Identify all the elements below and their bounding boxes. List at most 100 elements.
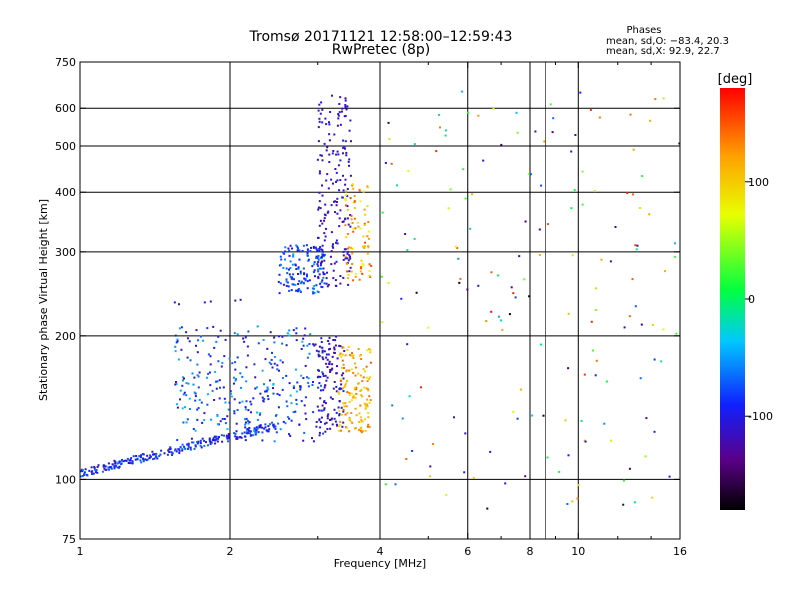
y-tick-labels: 75 100 200 300 400 500 600 750 <box>55 56 76 546</box>
data-point <box>315 349 318 352</box>
data-point <box>181 379 184 382</box>
data-point <box>154 455 157 458</box>
data-point <box>344 224 347 227</box>
data-point <box>605 380 608 383</box>
data-point <box>288 249 291 252</box>
data-point <box>290 402 293 405</box>
data-point <box>346 426 349 429</box>
data-point <box>346 195 349 197</box>
data-point <box>368 269 371 272</box>
data-point <box>349 225 352 228</box>
data-point <box>363 224 366 226</box>
data-point <box>354 396 357 399</box>
data-point <box>276 368 279 371</box>
data-point <box>349 266 352 269</box>
data-point <box>245 432 248 435</box>
data-point <box>192 428 195 430</box>
data-point <box>285 267 288 270</box>
data-point <box>566 503 569 505</box>
data-point <box>610 439 612 442</box>
data-point <box>300 348 303 350</box>
data-point <box>326 366 329 368</box>
data-point <box>324 117 327 120</box>
data-point <box>319 112 322 115</box>
data-point <box>226 428 229 431</box>
data-point <box>215 340 218 343</box>
data-point <box>274 427 277 430</box>
data-point <box>317 265 319 267</box>
data-point <box>653 430 656 433</box>
data-point <box>334 211 336 214</box>
data-point <box>311 437 313 440</box>
data-point <box>252 397 255 400</box>
data-point <box>196 442 199 445</box>
data-point <box>91 473 94 475</box>
data-point <box>351 252 354 255</box>
data-point <box>79 475 82 478</box>
data-point <box>344 183 347 186</box>
data-point <box>291 263 294 266</box>
data-point <box>497 315 500 318</box>
data-point <box>339 345 342 348</box>
data-point <box>158 455 161 458</box>
data-point <box>117 461 120 464</box>
data-point <box>336 150 339 153</box>
data-point <box>350 214 353 217</box>
data-point <box>339 275 342 277</box>
data-point <box>360 394 363 396</box>
data-point <box>284 258 286 261</box>
data-point <box>186 418 189 421</box>
data-point <box>263 383 265 386</box>
data-point <box>186 356 189 359</box>
data-point <box>201 437 204 440</box>
data-point <box>346 105 349 108</box>
data-point <box>235 378 237 381</box>
data-point <box>358 412 361 415</box>
data-point <box>234 299 237 302</box>
data-point <box>110 466 113 469</box>
data-point <box>267 398 270 401</box>
data-point <box>233 376 235 379</box>
data-point <box>360 259 363 262</box>
data-point <box>218 379 221 382</box>
data-point <box>337 113 340 115</box>
data-point <box>297 288 300 290</box>
data-point <box>233 382 235 385</box>
data-point <box>477 114 480 117</box>
data-point <box>83 474 86 476</box>
data-point <box>273 440 276 443</box>
data-point <box>348 394 351 397</box>
data-point <box>321 409 324 412</box>
data-point <box>212 437 215 440</box>
data-point <box>333 200 335 203</box>
data-point <box>214 370 217 373</box>
data-point <box>354 362 356 365</box>
data-point <box>342 250 345 253</box>
data-point <box>282 377 284 379</box>
data-point <box>231 362 234 365</box>
data-point <box>339 420 342 423</box>
data-point <box>334 200 337 203</box>
data-point <box>321 194 324 197</box>
data-point <box>331 355 334 358</box>
data-point <box>111 463 114 466</box>
data-point <box>102 470 104 473</box>
data-point <box>512 292 515 295</box>
data-point <box>95 471 97 474</box>
data-point <box>331 94 333 97</box>
data-point <box>349 214 352 216</box>
data-point <box>335 180 337 183</box>
data-point <box>290 289 293 292</box>
data-point <box>320 416 323 419</box>
data-point <box>623 479 625 482</box>
data-point <box>107 462 110 465</box>
data-point <box>291 247 293 250</box>
data-point <box>234 432 237 435</box>
data-point <box>660 360 663 363</box>
data-point <box>224 401 227 404</box>
data-point <box>339 159 342 162</box>
data-point <box>254 376 257 379</box>
y-tick-label: 300 <box>55 246 76 259</box>
data-point <box>114 462 117 465</box>
data-point <box>316 249 319 252</box>
